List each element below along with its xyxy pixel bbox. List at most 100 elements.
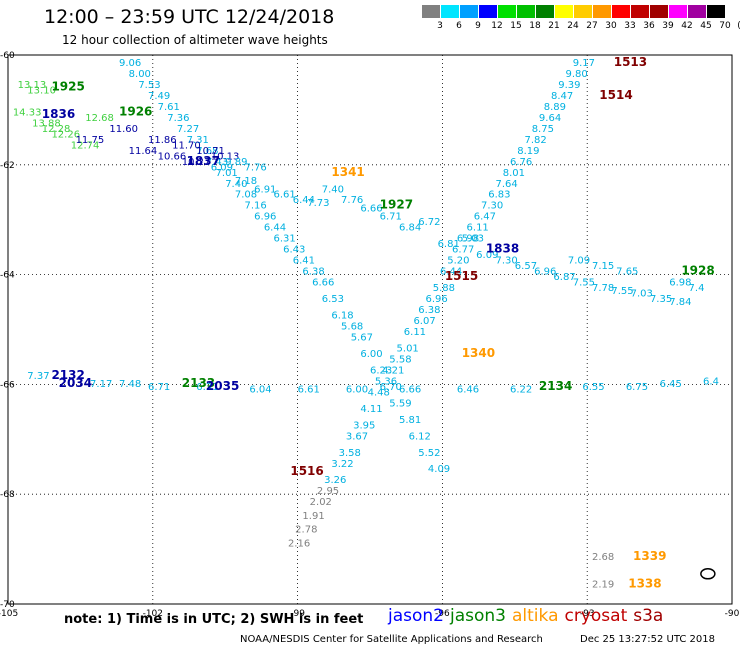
colorbar-swatch (631, 5, 650, 18)
pass-time-label: 1927 (380, 198, 413, 212)
colorbar-label: (ft) (734, 21, 740, 31)
wave-height-value: 6.91 (254, 184, 276, 195)
wave-height-value: 6.18 (331, 311, 353, 322)
pass-time-label: 2035 (206, 379, 239, 393)
wave-height-value: 6.76 (510, 157, 532, 168)
wave-height-value: 6.22 (510, 385, 532, 396)
colorbar-label: 15 (510, 21, 522, 31)
wave-height-value: 6.96 (254, 212, 276, 223)
wave-height-value: 12.68 (85, 113, 114, 124)
wave-height-value: 5.36 (375, 376, 397, 387)
colorbar-swatch (460, 5, 479, 18)
wave-height-value: 7.27 (177, 124, 199, 135)
wave-height-value: 6.71 (148, 382, 170, 393)
wave-height-value: 9.39 (558, 80, 580, 91)
wave-height-value: 8.01 (503, 168, 525, 179)
colorbar-swatch (707, 5, 726, 18)
wave-height-value: 7.61 (158, 102, 180, 113)
wave-height-value: 7.68 (196, 146, 218, 157)
wave-height-value: 6.44 (440, 267, 462, 278)
colorbar-swatch (498, 5, 517, 18)
wave-height-value: 6.98 (457, 234, 479, 245)
wave-height-value: 7.43 (206, 157, 228, 168)
wave-height-value: 1.91 (302, 511, 324, 522)
wave-height-value: 2.95 (317, 486, 339, 497)
colorbar-swatch (422, 5, 441, 18)
wave-height-value: 5.88 (433, 283, 455, 294)
satellite-legend: jason2 jason3 altika cryosat s3a (388, 606, 669, 626)
wave-height-value: 6.12 (409, 431, 431, 442)
island-outline (700, 568, 716, 580)
wave-height-value: 11.75 (76, 135, 105, 146)
wave-height-value: 7.35 (650, 294, 672, 305)
wave-height-value: 7.09 (568, 256, 590, 267)
wave-height-value: 7.30 (495, 256, 517, 267)
wave-height-value: 7.49 (148, 91, 170, 102)
wave-height-value: 5.03 (462, 234, 484, 245)
pass-time-label: 2134 (539, 379, 572, 393)
wave-height-value: 8.00 (129, 69, 151, 80)
pass-time-label: 1836 (42, 107, 75, 121)
wave-height-value: 7.82 (524, 135, 546, 146)
pass-time-label: 1925 (51, 80, 84, 94)
wave-height-value: 7.16 (245, 201, 267, 212)
wave-height-value: 12.74 (71, 140, 100, 151)
colorbar-label: 33 (624, 21, 636, 31)
y-tick-label: -64 (0, 271, 15, 281)
colorbar-label: 24 (567, 21, 579, 31)
wave-height-value: 7.08 (235, 190, 257, 201)
pass-time-label: 1338 (628, 577, 661, 591)
wave-height-value: 6.45 (660, 379, 682, 390)
colorbar-swatch (688, 5, 707, 18)
wave-height-value: 7.78 (592, 283, 614, 294)
y-tick-label: -70 (0, 600, 15, 610)
y-tick-label: -68 (0, 490, 15, 500)
wave-height-value: 6.4 (703, 376, 719, 387)
colorbar-swatch (441, 5, 460, 18)
wave-height-value: 9.06 (119, 58, 141, 69)
satellite-altika: altika (512, 606, 559, 626)
map-frame (7, 54, 733, 605)
wave-height-value: 13.13 (18, 80, 47, 91)
wave-height-value: 13.88 (32, 118, 61, 129)
wave-height-value: 5.01 (397, 343, 419, 354)
wave-height-value: 6.31 (273, 234, 295, 245)
wave-height-value: 6.44 (264, 223, 286, 234)
colorbar-label: 21 (548, 21, 560, 31)
wave-height-value: 7.15 (592, 261, 614, 272)
wave-height-value: 7.03 (631, 289, 653, 300)
wave-height-value: 6.72 (418, 217, 440, 228)
wave-height-value: 8.47 (551, 91, 573, 102)
colorbar-label: 18 (529, 21, 541, 31)
wave-height-value: 7.65 (616, 267, 638, 278)
satellite-s3a: s3a (633, 606, 664, 626)
colorbar-swatch (517, 5, 536, 18)
wave-height-value: 7.40 (322, 184, 344, 195)
wave-height-value: 11.64 (129, 146, 158, 157)
wave-height-value: 11.70 (172, 140, 201, 151)
wave-height-value: 6.00 (346, 385, 368, 396)
wave-height-value: 7.55 (573, 278, 595, 289)
wave-height-value: 5.59 (389, 398, 411, 409)
wave-height-value: 6.44 (293, 195, 315, 206)
satellite-jason3: jason3 (450, 606, 506, 626)
wave-height-value: 7.37 (27, 371, 49, 382)
wave-height-value: 6.66 (399, 385, 421, 396)
x-tick-label: -99 (290, 609, 305, 619)
wave-height-value: 3.22 (331, 459, 353, 470)
generation-timestamp: Dec 25 13:27:52 UTC 2018 (580, 634, 715, 645)
colorbar-swatch (593, 5, 612, 18)
x-tick-label: -90 (725, 609, 740, 619)
wave-height-value: 2.02 (310, 497, 332, 508)
wave-height-value: 2.19 (592, 580, 614, 591)
wave-height-value: 6.81 (438, 239, 460, 250)
wave-height-value: 6.77 (452, 245, 474, 256)
pass-time-label: 2132 (51, 368, 84, 382)
wave-height-value: 12.28 (42, 124, 71, 135)
wave-height-value: 7.4 (689, 283, 705, 294)
credit-line: NOAA/NESDIS Center for Satellite Applica… (240, 634, 543, 645)
wave-height-value: 4.21 (382, 365, 404, 376)
colorbar-swatch (479, 5, 498, 18)
wave-height-value: 9.64 (539, 113, 561, 124)
wave-height-value: 11.60 (109, 124, 138, 135)
